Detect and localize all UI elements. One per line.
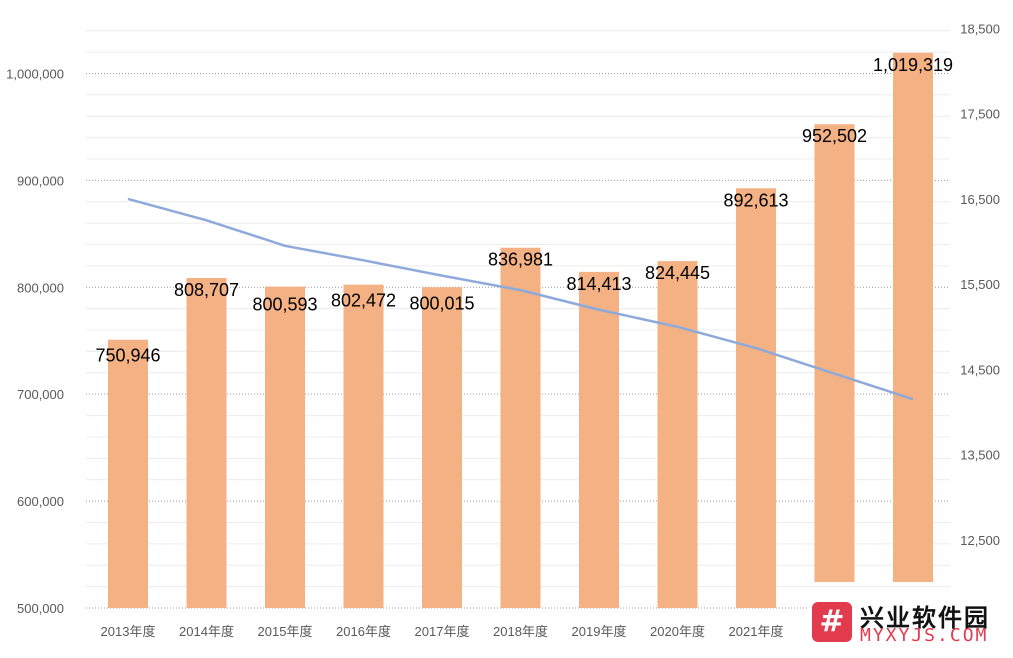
- bar: [579, 271, 619, 608]
- x-tick-label: 2016年度: [336, 624, 391, 639]
- data-label: 808,707: [174, 280, 239, 300]
- data-label: 802,472: [331, 291, 396, 311]
- data-label: 800,593: [252, 295, 317, 315]
- x-tick-label: 2013年度: [101, 624, 156, 639]
- bar: [736, 188, 776, 608]
- right-tick-label: 12,500: [960, 533, 1000, 548]
- left-axis: 500,000 600,000 700,000 800,000 900,000 1,000…: [6, 66, 64, 616]
- data-label: 1,019,319: [873, 55, 953, 75]
- watermark-url: MYXYJS.COM: [860, 625, 989, 646]
- left-tick-label: 800,000: [17, 280, 64, 295]
- bar: [265, 286, 305, 608]
- watermark: # 兴业软件园 MYXYJS.COM: [808, 598, 1013, 650]
- x-tick-label: 2018年度: [493, 624, 548, 639]
- x-tick-label: 2015年度: [258, 624, 313, 639]
- left-tick-label: 700,000: [17, 387, 64, 402]
- right-tick-label: 15,500: [960, 277, 1000, 292]
- data-label: 800,015: [409, 293, 474, 313]
- left-tick-label: 900,000: [17, 173, 64, 188]
- data-label: 836,981: [488, 250, 553, 270]
- right-tick-label: 18,500: [960, 22, 1000, 37]
- data-label: 814,413: [566, 274, 631, 294]
- watermark-badge-icon: #: [812, 602, 852, 642]
- right-axis: 12,500 13,500 14,500 15,500 16,500 17,500 18,5…: [960, 22, 1000, 548]
- bar: [343, 284, 384, 608]
- x-tick-label: 2020年度: [650, 624, 705, 639]
- right-tick-label: 17,500: [960, 107, 1000, 122]
- right-tick-label: 13,500: [960, 448, 1000, 463]
- right-tick-label: 16,500: [960, 192, 1000, 207]
- x-axis: 2013年度 2014年度 2015年度 2016年度 2017年度 2018年度 2019…: [101, 624, 784, 639]
- left-tick-label: 500,000: [17, 601, 64, 616]
- data-label: 750,946: [95, 346, 160, 366]
- watermark-title: 兴业软件园: [860, 604, 990, 632]
- bar: [500, 247, 541, 608]
- bar-series: [108, 52, 933, 608]
- left-tick-label: 1,000,000: [6, 66, 64, 81]
- bar: [422, 287, 462, 608]
- x-tick-label: 2017年度: [415, 624, 470, 639]
- data-label: 952,502: [802, 126, 867, 146]
- bar: [814, 124, 855, 582]
- right-tick-label: 14,500: [960, 362, 1000, 377]
- x-tick-label: 2014年度: [179, 624, 234, 639]
- line-series: [127, 197, 914, 401]
- bar: [657, 261, 698, 608]
- bar: [186, 277, 227, 608]
- bar: [108, 339, 148, 608]
- bar: [893, 52, 933, 582]
- data-label: 892,613: [723, 190, 788, 210]
- left-tick-label: 600,000: [17, 494, 64, 509]
- data-label: 824,445: [645, 263, 710, 283]
- x-tick-label: 2021年度: [729, 624, 784, 639]
- x-tick-label: 2019年度: [572, 624, 627, 639]
- data-labels: 750,946 808,707 800,593 802,472 800,015 836,9…: [95, 55, 953, 366]
